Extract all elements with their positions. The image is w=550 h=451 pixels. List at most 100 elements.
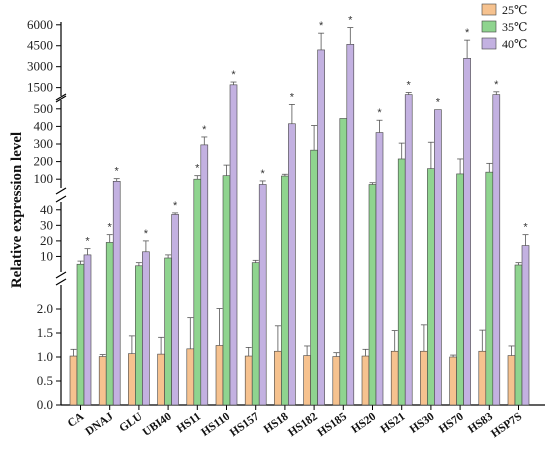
bar (478, 350, 487, 406)
significance-star: * (319, 20, 324, 32)
bar (251, 262, 260, 406)
bar (397, 158, 406, 406)
bar (281, 175, 289, 406)
x-tick-label: GLU (117, 410, 145, 435)
significance-star: * (115, 166, 120, 178)
significance-star: * (377, 107, 382, 119)
x-tick-label: HS11 (175, 410, 204, 435)
significance-star: * (173, 200, 178, 212)
bar (142, 251, 150, 406)
significance-star: * (108, 222, 113, 234)
legend-label: 25℃ (502, 3, 527, 17)
significance-star: * (195, 163, 200, 175)
bar (76, 263, 85, 406)
y-tick-label: 300 (34, 136, 54, 151)
significance-star: * (144, 228, 149, 240)
bar (222, 175, 231, 406)
legend-swatch (481, 3, 497, 16)
y-tick-label: 1.0 (37, 349, 53, 364)
bar (112, 181, 121, 406)
significance-star: * (261, 168, 266, 180)
x-tick-label: HS185 (315, 410, 349, 439)
bar (105, 242, 114, 406)
bar (128, 353, 136, 406)
bar (375, 132, 384, 406)
y-tick-label: 500 (34, 101, 54, 116)
y-tick-label: 40 (40, 202, 53, 217)
y-tick-label: 20 (40, 233, 53, 248)
y-tick-label: 1500 (27, 80, 53, 95)
bar (404, 94, 413, 406)
bar (310, 149, 318, 406)
y-tick-label: 2.0 (37, 301, 53, 316)
bar (171, 214, 179, 406)
y-tick-label: 6000 (27, 17, 53, 32)
bar (135, 265, 143, 406)
significance-star: * (290, 91, 295, 103)
axis-break-mark (55, 95, 67, 103)
bar (507, 355, 516, 406)
y-tick-label: 0.5 (37, 373, 53, 388)
y-tick-label: 200 (34, 154, 54, 169)
significance-star: * (523, 222, 528, 234)
bar (200, 144, 209, 406)
bar (215, 345, 224, 406)
significance-star: * (231, 69, 236, 81)
y-axis-label: Relative expression level (9, 132, 25, 288)
y-tick-label: 0.0 (37, 397, 53, 412)
y-tick-label: 10 (40, 248, 53, 263)
axis-break-mark (55, 187, 67, 195)
bar (485, 171, 494, 406)
x-tick-label: UBI40 (141, 410, 174, 438)
axis-break-mark (55, 195, 67, 203)
bar (492, 94, 501, 406)
bar (521, 245, 530, 406)
bar (463, 58, 471, 406)
y-tick-label: 4500 (27, 38, 53, 53)
bar (83, 254, 92, 406)
y-tick-label: 30 (40, 217, 53, 232)
y-tick-label: 1.5 (37, 325, 53, 340)
bar (303, 355, 311, 406)
bar (434, 109, 442, 406)
x-tick-label: HS70 (437, 410, 466, 435)
significance-star: * (494, 79, 499, 91)
bar (69, 355, 78, 406)
bar (514, 264, 523, 406)
bar (186, 348, 195, 406)
x-tick-label: DNAJ (83, 410, 115, 438)
bar (229, 84, 238, 406)
bar (332, 356, 341, 406)
bar (368, 184, 377, 406)
bar (193, 178, 202, 406)
bar (449, 356, 457, 406)
x-tick-label: HSP7S (489, 411, 524, 441)
y-tick-label: 400 (34, 118, 54, 133)
x-tick-label: HS157 (228, 410, 262, 439)
x-tick-label: HS18 (262, 410, 291, 435)
legend-label: 35℃ (502, 20, 527, 34)
legend-swatch (481, 37, 497, 50)
legend-label: 40℃ (502, 37, 527, 51)
bar (427, 168, 435, 406)
bar (164, 257, 172, 406)
bar (288, 123, 296, 406)
bar (456, 173, 464, 406)
significance-star: * (202, 124, 207, 136)
axis-break-mark (55, 271, 67, 279)
significance-star: * (465, 27, 470, 39)
x-tick-label: HS30 (408, 410, 437, 435)
bar (157, 353, 165, 406)
bar (390, 350, 399, 406)
y-tick-label: 100 (34, 171, 54, 186)
axis-break-mark (55, 93, 67, 101)
bar (274, 350, 282, 406)
bar (98, 356, 107, 406)
y-tick-label: 3000 (27, 59, 53, 74)
axis-break-mark (55, 278, 67, 286)
bar (339, 118, 348, 406)
x-tick-label: HS182 (286, 410, 320, 439)
significance-star: * (407, 80, 412, 92)
